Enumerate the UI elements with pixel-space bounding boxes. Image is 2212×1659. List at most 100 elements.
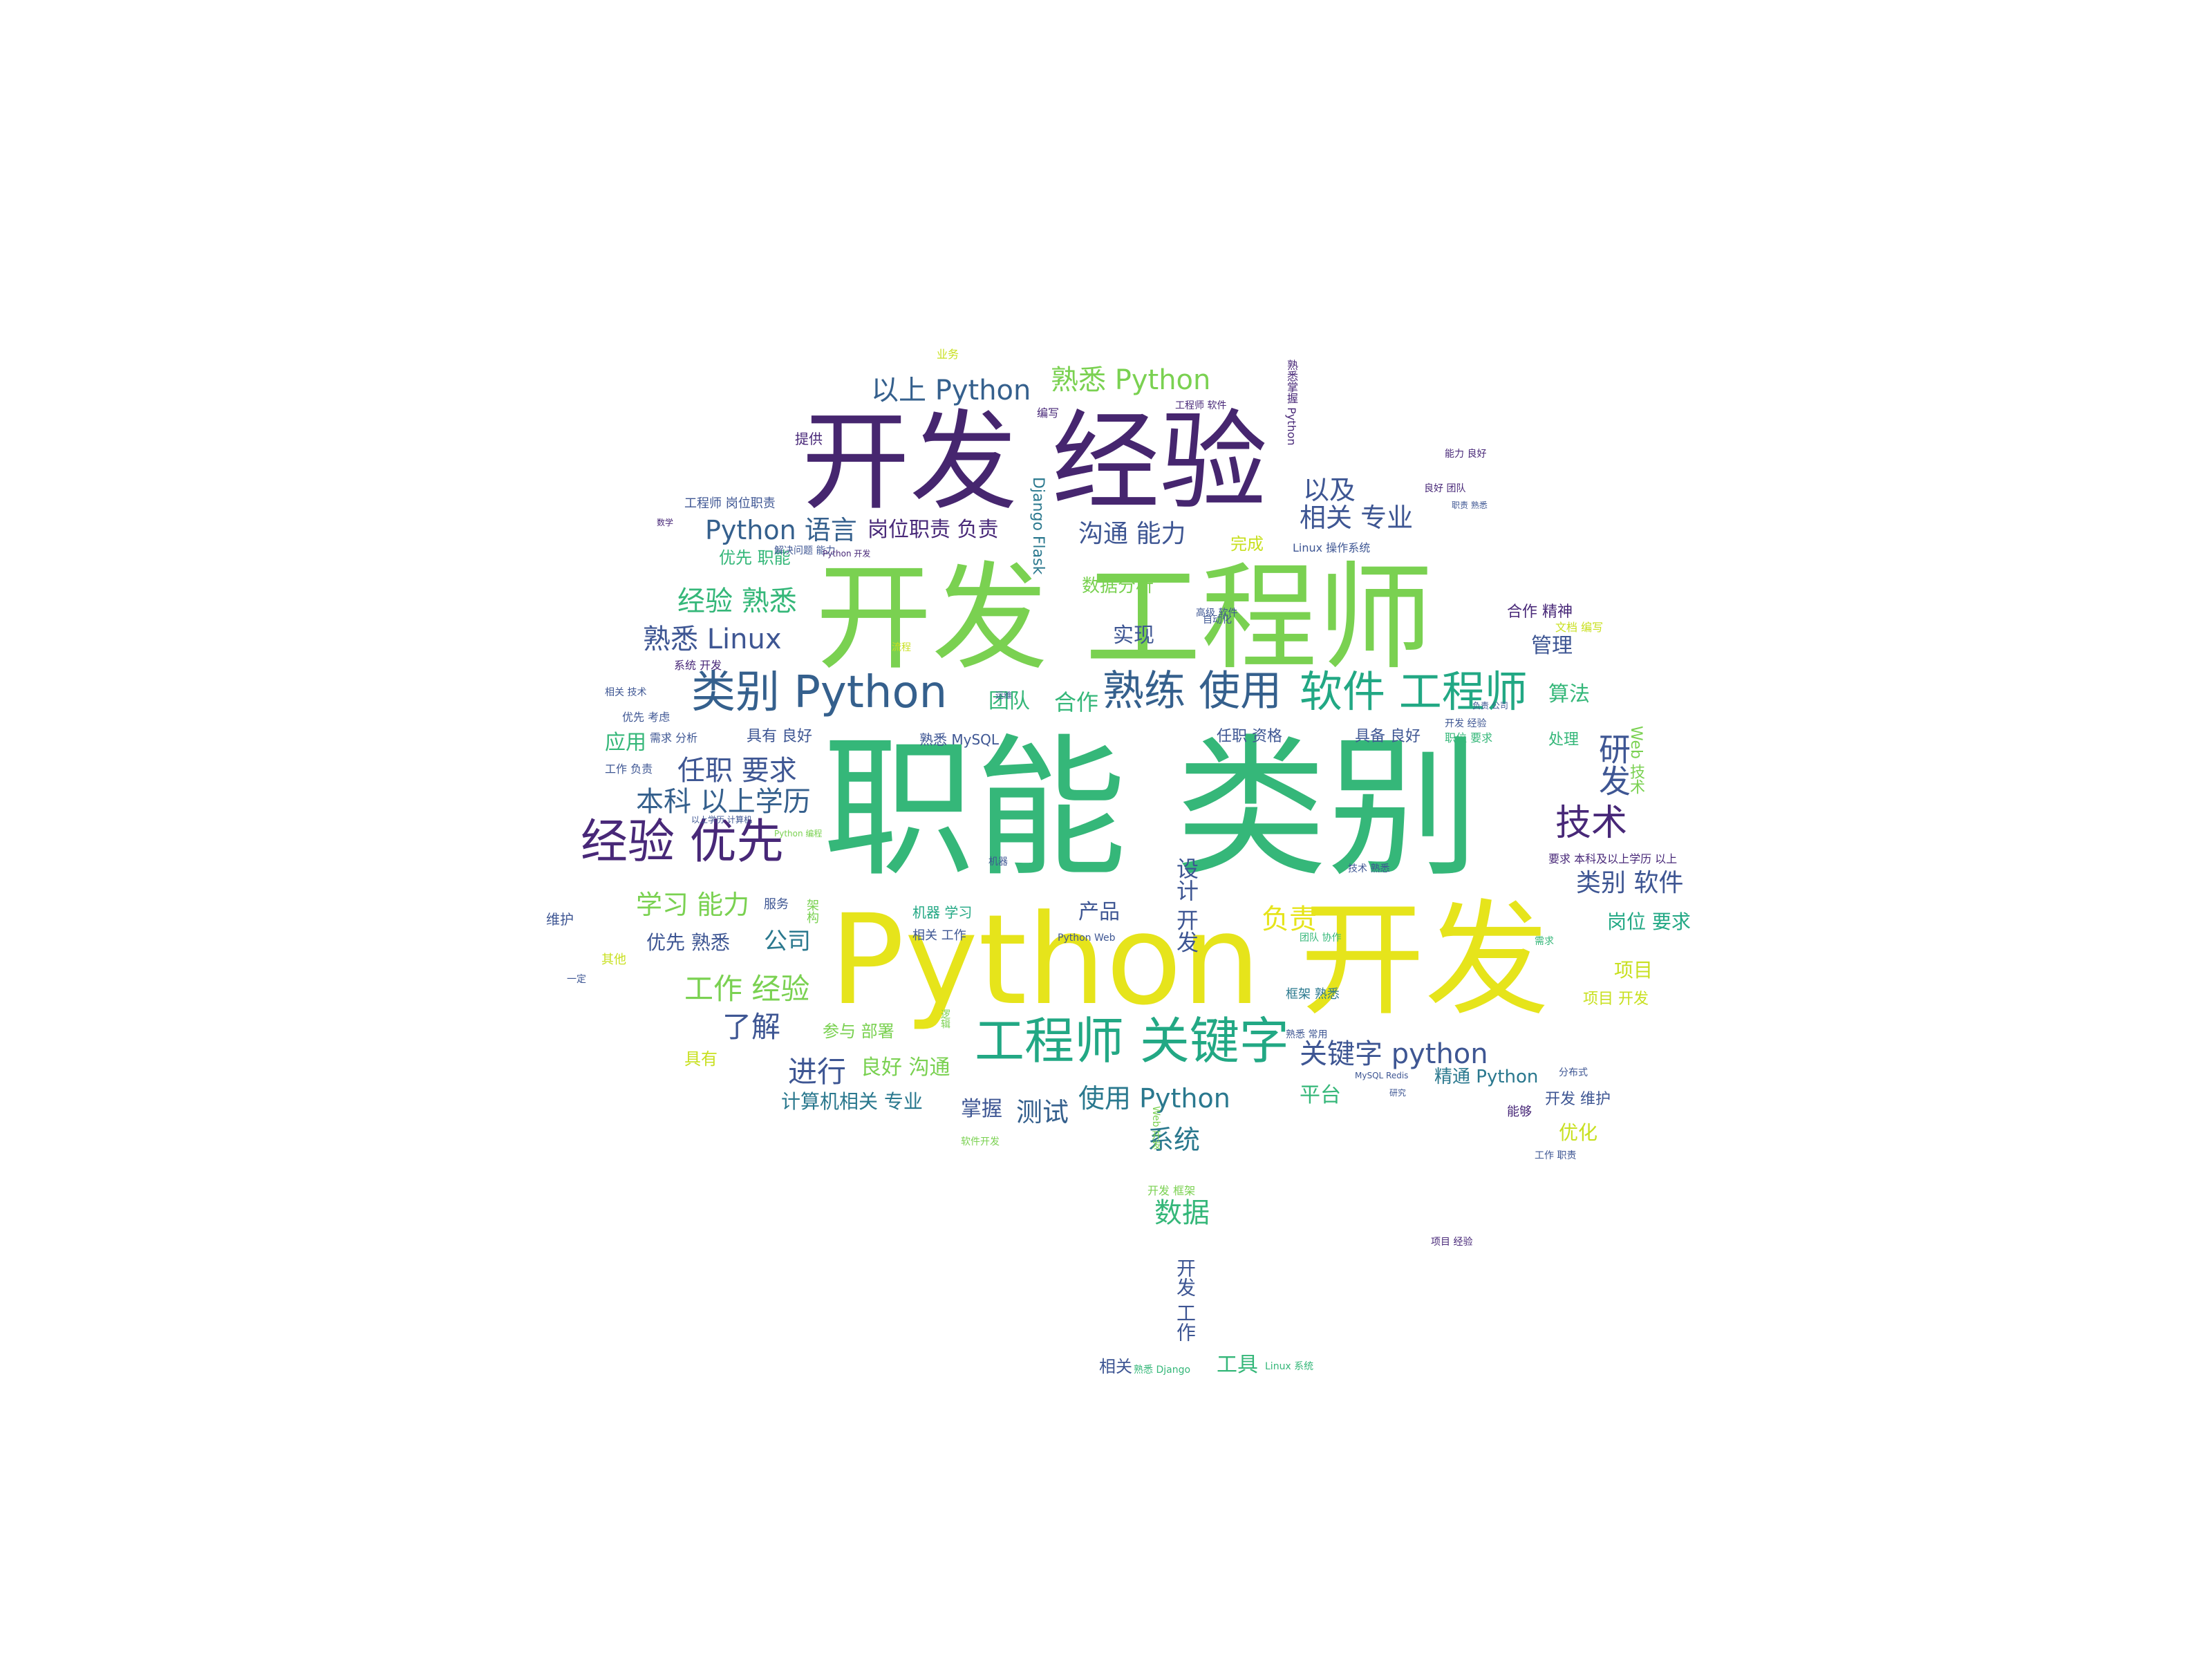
- cloud-word: 高级 软件: [1196, 608, 1238, 619]
- cloud-word: 团队: [988, 689, 1030, 713]
- cloud-word: 设计 开发: [1173, 857, 1199, 953]
- cloud-word: 具备 良好: [1355, 728, 1421, 745]
- cloud-word: 熟悉 Django: [1134, 1365, 1191, 1376]
- cloud-word: 处理: [1548, 731, 1580, 749]
- cloud-word: 技术 熟悉: [1348, 863, 1390, 874]
- cloud-word: 类别 软件: [1576, 869, 1684, 897]
- cloud-word: 逻辑: [939, 1009, 950, 1029]
- cloud-word: 其他: [601, 953, 626, 967]
- cloud-word: Linux 系统: [1265, 1361, 1314, 1372]
- cloud-word: 学习 能力: [636, 890, 750, 920]
- cloud-word: 计算机相关 专业: [781, 1090, 923, 1113]
- cloud-word: 开发 框架: [1147, 1184, 1196, 1197]
- cloud-word: Python Web: [1058, 932, 1116, 944]
- cloud-word: 相关 技术: [605, 687, 647, 698]
- cloud-word: Python 开发: [823, 549, 871, 559]
- cloud-word: 系统: [1147, 1125, 1201, 1155]
- cloud-word: 具有: [684, 1049, 718, 1069]
- cloud-word: 优化: [1559, 1121, 1598, 1144]
- cloud-word: 服务: [764, 897, 789, 912]
- cloud-word: 管理: [1531, 634, 1573, 658]
- cloud-word: 分布式: [1559, 1067, 1588, 1078]
- cloud-word: 使用 Python: [1078, 1083, 1230, 1114]
- cloud-word: 开发 维护: [1545, 1091, 1611, 1108]
- cloud-word: 能力 良好: [1445, 449, 1487, 460]
- cloud-word: 实现: [1113, 624, 1154, 648]
- cloud-word: 职责 熟悉: [1452, 500, 1488, 510]
- cloud-word: 合作 精神: [1507, 603, 1573, 621]
- cloud-word: 了解: [722, 1010, 781, 1044]
- cloud-word: 优先 职能: [719, 548, 791, 568]
- cloud-word: 测试: [1016, 1097, 1069, 1127]
- cloud-word: 文档 编写: [1555, 621, 1604, 634]
- cloud-word: 经验 熟悉: [677, 585, 797, 617]
- cloud-word: 系统 开发: [674, 659, 722, 672]
- cloud-word: 产品: [1078, 900, 1120, 924]
- cloud-word: 优先 考虑: [622, 711, 671, 724]
- cloud-word: 职能 类别: [823, 720, 1479, 897]
- cloud-word: 流程: [892, 642, 911, 653]
- cloud-word: 负责: [1262, 903, 1317, 935]
- cloud-word: 业务: [937, 348, 959, 361]
- cloud-word: 精通 Python: [1434, 1067, 1539, 1087]
- cloud-word: 优先 熟悉: [646, 931, 730, 954]
- cloud-word: 工具: [1217, 1353, 1258, 1377]
- cloud-word: 维护: [546, 911, 574, 928]
- cloud-word: 开发 经验: [1445, 718, 1487, 729]
- cloud-word: 工作 职责: [1535, 1150, 1577, 1161]
- cloud-word: 项目 开发: [1583, 991, 1649, 1008]
- cloud-word: 进行: [788, 1055, 847, 1089]
- cloud-word: 职位 要求: [1445, 731, 1493, 744]
- cloud-word: Web 开发: [1150, 1106, 1161, 1150]
- cloud-word: 以上 Python: [871, 375, 1031, 406]
- cloud-word: 关键字 python: [1300, 1038, 1488, 1070]
- cloud-word: 岗位职责 负责: [868, 518, 999, 542]
- cloud-word: Python 语言: [705, 515, 857, 545]
- cloud-word: 机器: [988, 856, 1008, 868]
- cloud-word: 提供: [795, 431, 823, 447]
- cloud-word: 团队 协作: [1300, 932, 1342, 944]
- cloud-word: 类别 Python: [691, 667, 948, 718]
- cloud-word: 应用: [605, 731, 646, 755]
- cloud-word: 开发 经验: [802, 399, 1268, 525]
- cloud-word: 熟悉掌握 Python: [1285, 359, 1298, 446]
- cloud-word: 以及: [1303, 475, 1356, 505]
- cloud-word: 沟通 能力: [1078, 520, 1186, 548]
- cloud-word: 需求 分析: [650, 731, 698, 744]
- cloud-word: MySQL Redis: [1355, 1071, 1409, 1080]
- cloud-word: 开发 工作: [1174, 1258, 1197, 1342]
- cloud-word: 工作 负责: [605, 762, 653, 776]
- cloud-word: 研发: [1594, 733, 1631, 796]
- cloud-word: 熟练 使用: [1103, 667, 1282, 715]
- cloud-word: 项目: [1614, 959, 1653, 982]
- cloud-word: Python 编程: [774, 829, 823, 838]
- cloud-word: 良好 沟通: [861, 1056, 950, 1080]
- cloud-word: 运维: [995, 691, 1013, 700]
- cloud-word: 能够: [1507, 1105, 1532, 1119]
- cloud-word: 自动化: [1203, 615, 1232, 626]
- cloud-word: 相关: [1099, 1357, 1132, 1376]
- cloud-word: 公司: [764, 928, 811, 955]
- cloud-word: 相关 工作: [912, 928, 966, 943]
- cloud-word: 经验 优先: [581, 815, 784, 870]
- cloud-word: 以上学历 计算机: [691, 815, 752, 825]
- cloud-word: Linux 操作系统: [1293, 541, 1371, 554]
- cloud-word: 算法: [1548, 682, 1590, 706]
- cloud-word: 解决问题 能力: [774, 545, 836, 556]
- cloud-word: Django Flask: [1029, 477, 1047, 575]
- cloud-word: 岗位 要求: [1607, 910, 1691, 933]
- cloud-word: 任职 要求: [677, 755, 797, 787]
- cloud-word: 工程师 岗位职责: [684, 496, 776, 511]
- cloud-word: 工程师 软件: [1175, 400, 1227, 411]
- cloud-word: 编写: [1037, 406, 1060, 420]
- cloud-word: 要求 本科及以上学历 以上: [1548, 852, 1678, 865]
- cloud-word: 相关 专业: [1300, 503, 1414, 533]
- cloud-word: 负责 公司: [1472, 701, 1508, 711]
- cloud-word: 框架 熟悉: [1286, 987, 1340, 1002]
- cloud-word: 数学: [657, 518, 674, 527]
- cloud-word: 本科 以上学历: [636, 786, 811, 818]
- cloud-word: 熟悉 常用: [1286, 1029, 1328, 1040]
- cloud-word: 合作: [1054, 689, 1099, 715]
- cloud-word: 平台: [1300, 1083, 1341, 1107]
